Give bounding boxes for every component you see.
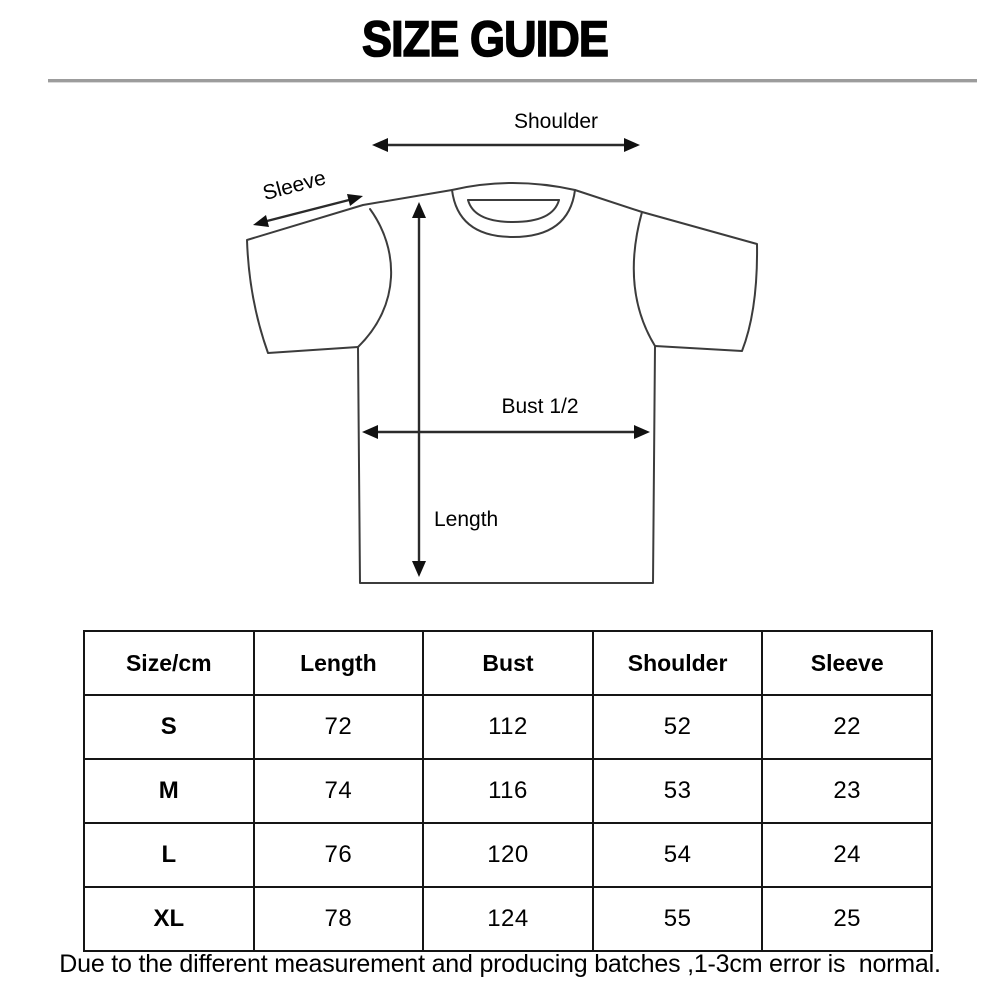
length-value: 78 bbox=[252, 886, 425, 952]
table-header-row: Size/cm Length Bust Shoulder Sleeve bbox=[83, 630, 933, 696]
tshirt-outline-icon bbox=[246, 182, 759, 584]
shoulder-value: 54 bbox=[591, 822, 764, 888]
header-size-cm: Size/cm bbox=[83, 630, 255, 696]
size-label: XL bbox=[83, 886, 255, 952]
size-label: M bbox=[83, 758, 255, 824]
measurement-disclaimer-note: Due to the different measurement and pro… bbox=[59, 950, 941, 978]
shoulder-arrow bbox=[372, 138, 640, 152]
length-value: 74 bbox=[252, 758, 425, 824]
right-armhole-seam bbox=[632, 211, 656, 347]
table-row-l: L 76 120 54 24 bbox=[83, 822, 933, 888]
left-armhole-seam bbox=[357, 208, 393, 348]
length-label: Length bbox=[434, 508, 498, 531]
table-row-xl: XL 78 124 55 25 bbox=[83, 886, 933, 952]
bust-arrow bbox=[362, 425, 650, 439]
sleeve-arrow bbox=[253, 194, 363, 227]
header-bust: Bust bbox=[422, 630, 594, 696]
sleeve-value: 22 bbox=[761, 694, 933, 760]
length-arrow bbox=[412, 202, 426, 577]
sleeve-value: 25 bbox=[761, 886, 933, 952]
bust-value: 120 bbox=[422, 822, 594, 888]
shoulder-value: 52 bbox=[591, 694, 764, 760]
bust-value: 124 bbox=[422, 886, 594, 952]
header-shoulder: Shoulder bbox=[591, 630, 764, 696]
page-title: SIZE GUIDE bbox=[361, 10, 609, 68]
table-row-s: S 72 112 52 22 bbox=[83, 694, 933, 760]
collar-outer-curve bbox=[451, 189, 576, 239]
size-chart-table: Size/cm Length Bust Shoulder Sleeve S 72… bbox=[83, 630, 933, 952]
shoulder-label: Shoulder bbox=[514, 110, 598, 133]
sleeve-value: 24 bbox=[761, 822, 933, 888]
bust-label: Bust 1/2 bbox=[501, 395, 578, 418]
tshirt-measurement-diagram: Shoulder Sleeve Bust 1/2 Length bbox=[246, 110, 759, 584]
bust-value: 112 bbox=[422, 694, 594, 760]
title-divider-line bbox=[48, 79, 977, 83]
length-value: 72 bbox=[252, 694, 425, 760]
collar-inner-curve bbox=[467, 199, 560, 224]
length-value: 76 bbox=[252, 822, 425, 888]
shoulder-value: 53 bbox=[591, 758, 764, 824]
shoulder-value: 55 bbox=[591, 886, 764, 952]
table-row-m: M 74 116 53 23 bbox=[83, 758, 933, 824]
sleeve-value: 23 bbox=[761, 758, 933, 824]
sleeve-label: Sleeve bbox=[260, 166, 328, 205]
bust-value: 116 bbox=[422, 758, 594, 824]
header-sleeve: Sleeve bbox=[761, 630, 933, 696]
size-label: L bbox=[83, 822, 255, 888]
size-label: S bbox=[83, 694, 255, 760]
header-length: Length bbox=[252, 630, 425, 696]
